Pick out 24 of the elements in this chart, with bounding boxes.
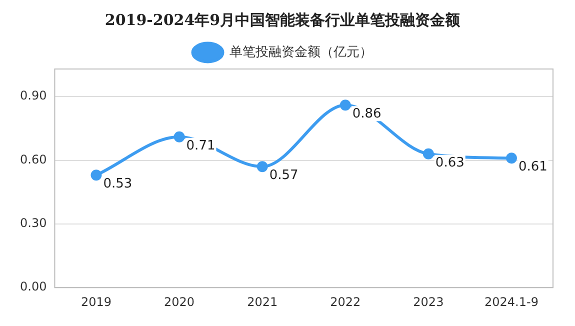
data-label: 0.86 xyxy=(352,106,382,122)
data-label: 0.61 xyxy=(518,160,548,175)
y-tick-label: 0.60 xyxy=(20,152,47,166)
x-tick-label: 2021 xyxy=(247,294,278,309)
point xyxy=(340,100,351,111)
x-tick-label: 2024.1-9 xyxy=(484,294,538,309)
x-tick-label: 2022 xyxy=(330,294,361,309)
point xyxy=(256,161,268,172)
chart-title: 2019-2024年9月中国智能装备行业单笔投融资金额 xyxy=(104,10,462,29)
data-label: 0.57 xyxy=(269,168,298,183)
y-tick-label: 0.30 xyxy=(20,216,47,230)
point xyxy=(174,131,185,142)
y-tick-label: 0.00 xyxy=(20,280,47,294)
point xyxy=(506,152,517,164)
x-tick-label: 2020 xyxy=(164,294,195,309)
x-tick-label: 2023 xyxy=(413,294,444,309)
legend-label: 单笔投融资金额（亿元） xyxy=(229,44,372,60)
data-label: 0.63 xyxy=(435,155,464,170)
data-label: 0.53 xyxy=(103,176,132,192)
data-label: 0.71 xyxy=(186,138,216,154)
point xyxy=(90,170,102,181)
y-tick-label: 0.90 xyxy=(20,88,47,103)
x-tick-label: 2019 xyxy=(80,294,112,309)
point xyxy=(422,148,434,160)
